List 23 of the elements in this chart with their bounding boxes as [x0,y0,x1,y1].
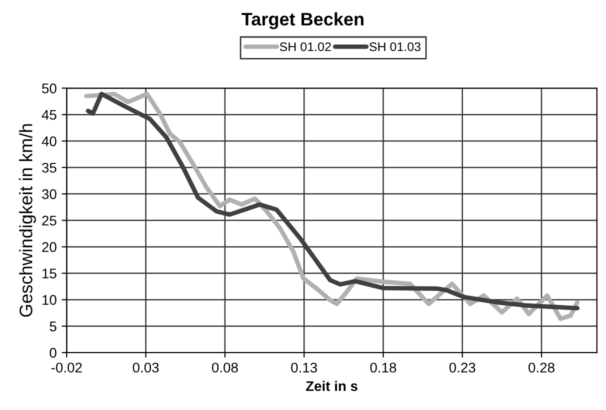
x-tick-label: -0.02 [51,362,82,373]
y-tick-label: 30 [42,189,56,200]
y-tick-label: 35 [42,162,56,173]
y-tick-label: 5 [50,322,56,332]
x-tick-label: 0.23 [449,362,476,373]
y-tick-label: 40 [42,136,56,146]
x-tick-label: 0.28 [528,362,554,373]
y-tick-label: 45 [42,110,56,120]
y-tick-label: 20 [42,242,56,252]
x-tick-label: 0.13 [291,362,317,373]
x-tick-label: 0.18 [370,362,396,373]
y-tick-label: 50 [42,83,56,94]
chart-title: Target Becken [242,12,364,30]
x-tick-label: 0.03 [132,362,159,373]
y-tick-label: 15 [42,268,56,278]
legend-label: SH 01.02 [280,42,331,52]
y-axis-title: Geschwindigkeit in km/h [19,124,36,317]
legend-label: SH 01.03 [369,42,420,52]
y-tick-label: 10 [42,295,56,305]
y-tick-label: 25 [42,216,56,226]
x-axis-title: Zeit in s [306,380,358,392]
y-tick-label: 0 [50,348,56,358]
x-tick-label: 0.08 [212,362,238,373]
